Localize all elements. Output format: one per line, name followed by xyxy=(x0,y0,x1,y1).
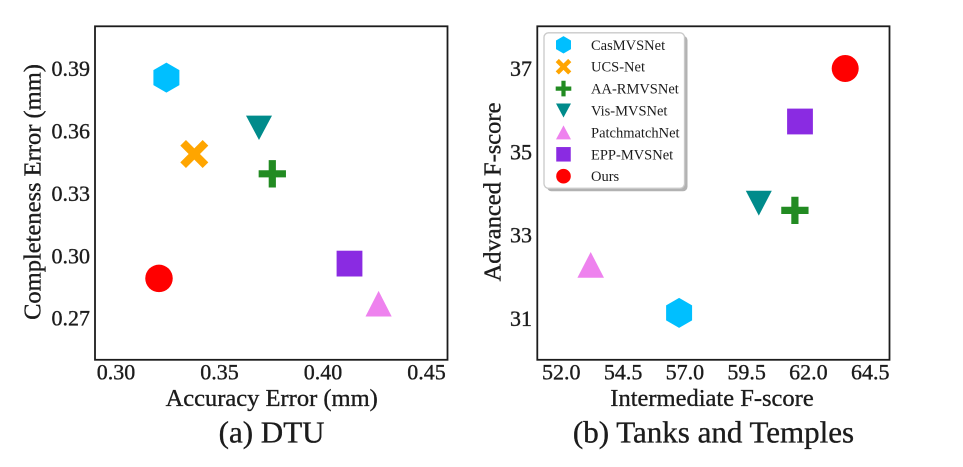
svg-text:0.30: 0.30 xyxy=(97,360,136,385)
svg-text:EPP-MVSNet: EPP-MVSNet xyxy=(591,147,673,163)
svg-text:Advanced F-score: Advanced F-score xyxy=(480,102,507,281)
svg-text:35: 35 xyxy=(510,139,532,164)
svg-text:(b) Tanks and Temples: (b) Tanks and Temples xyxy=(573,414,854,449)
svg-text:54.5: 54.5 xyxy=(604,360,643,385)
svg-text:33: 33 xyxy=(510,223,532,248)
svg-text:Accuracy Error (mm): Accuracy Error (mm) xyxy=(166,385,378,412)
svg-text:0.35: 0.35 xyxy=(200,360,239,385)
svg-text:0.27: 0.27 xyxy=(52,306,91,331)
svg-text:57.0: 57.0 xyxy=(666,360,705,385)
svg-text:0.30: 0.30 xyxy=(52,243,91,268)
svg-text:64.5: 64.5 xyxy=(851,360,890,385)
svg-text:(a) DTU: (a) DTU xyxy=(219,414,325,449)
svg-text:Completeness Error (mm): Completeness Error (mm) xyxy=(20,64,47,320)
svg-text:CasMVSNet: CasMVSNet xyxy=(591,38,665,54)
svg-text:52.0: 52.0 xyxy=(542,360,581,385)
svg-text:0.33: 0.33 xyxy=(52,181,91,206)
svg-text:0.36: 0.36 xyxy=(52,118,91,143)
svg-text:31: 31 xyxy=(510,306,532,331)
svg-text:AA-RMVSNet: AA-RMVSNet xyxy=(591,82,679,98)
svg-text:37: 37 xyxy=(510,56,532,81)
svg-text:UCS-Net: UCS-Net xyxy=(591,60,645,76)
svg-text:PatchmatchNet: PatchmatchNet xyxy=(591,125,680,141)
svg-text:Intermediate F-score: Intermediate F-score xyxy=(610,385,814,412)
svg-text:0.45: 0.45 xyxy=(407,360,446,385)
svg-text:62.0: 62.0 xyxy=(789,360,828,385)
svg-text:0.39: 0.39 xyxy=(52,56,91,81)
svg-text:0.40: 0.40 xyxy=(304,360,343,385)
svg-text:59.5: 59.5 xyxy=(727,360,766,385)
svg-text:Ours: Ours xyxy=(591,169,620,185)
svg-text:Vis-MVSNet: Vis-MVSNet xyxy=(591,104,667,120)
